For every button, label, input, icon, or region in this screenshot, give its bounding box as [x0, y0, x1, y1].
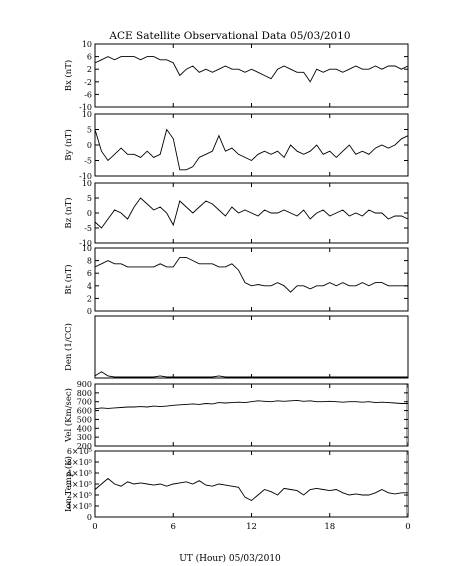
y-axis-label: Bt (nT) [63, 264, 74, 294]
series-line [94, 197, 409, 229]
x-tick-label: 6 [171, 522, 176, 532]
panel-frame [94, 43, 409, 108]
y-tick-label: 5×10⁵ [67, 458, 92, 467]
x-axis: 0 6 12 18 0 [92, 522, 410, 532]
panel-3: 10 5 0 -5 -10 Bz (nT) [63, 179, 409, 248]
panel-edge-band [406, 384, 408, 446]
y-tick-label: 500 [77, 415, 92, 424]
y-tick-label: 0 [87, 513, 92, 522]
panel-frame [94, 315, 409, 379]
x-tick-label: 0 [405, 522, 410, 532]
y-tick-label: 0 [87, 209, 92, 218]
y-tick-label: 10 [82, 179, 92, 188]
panel-2: 10 5 0 -5 -10 By (nT) [63, 110, 409, 181]
y-tick-label: 6 [87, 53, 92, 62]
series-line [94, 256, 408, 293]
y-tick-label: -10 [79, 103, 92, 112]
y-tick-label: -2 [84, 78, 92, 87]
y-tick-label: -5 [84, 157, 92, 166]
panels: 10 6 2 -2 -6 -10 Bx (nT) 10 5 0 -5 -10 By (nT) 10 5 0 -5… [63, 40, 409, 522]
y-tick-label: 800 [77, 389, 92, 398]
y-tick-label: -6 [84, 90, 92, 99]
y-tick-label: 2×10⁵ [67, 491, 92, 500]
y-axis-label: Bz (nT) [63, 197, 74, 228]
series-line [94, 399, 408, 410]
y-tick-label: 0 [87, 307, 92, 316]
y-tick-label: 2 [87, 65, 92, 74]
panel-frame [94, 247, 409, 312]
y-tick-label: 300 [77, 433, 92, 442]
y-tick-label: 5 [87, 194, 92, 203]
panel-frame [94, 383, 409, 447]
series-line [94, 477, 408, 502]
y-tick-label: 6×10⁵ [67, 447, 92, 456]
x-tick-label: 0 [92, 522, 97, 532]
y-axis-label: By (nT) [63, 129, 74, 161]
y-axis-label: Ion Temp (K) [63, 456, 74, 512]
panel-frame [94, 450, 409, 518]
y-tick-label: 400 [77, 424, 92, 433]
y-tick-label: 5 [87, 126, 92, 135]
y-tick-label: 600 [77, 407, 92, 416]
y-tick-label: 8 [87, 257, 92, 266]
y-tick-label: 0 [87, 141, 92, 150]
y-tick-label: 2 [87, 294, 92, 303]
series-line [94, 128, 409, 171]
y-axis-label: Bx (nT) [63, 60, 74, 92]
y-tick-label: 900 [77, 380, 92, 389]
y-tick-label: 200 [77, 442, 92, 451]
chart-title: ACE Satellite Observational Data 05/03/2… [108, 30, 350, 42]
y-tick-label: 3×10⁵ [67, 480, 92, 489]
y-tick-label: 10 [82, 244, 92, 253]
y-axis-label: Vel (Km/sec) [63, 388, 74, 443]
y-tick-label: -10 [79, 239, 92, 248]
x-tick-label: 12 [246, 522, 257, 532]
y-tick-label: 700 [77, 398, 92, 407]
y-tick-label: -5 [84, 224, 92, 233]
panel-frame [94, 113, 409, 177]
series-line [94, 56, 409, 83]
y-axis-label: Den (1/CC) [63, 323, 74, 371]
y-tick-label: 10 [82, 40, 92, 49]
x-tick-label: 18 [324, 522, 335, 532]
x-axis-label: UT (Hour) 05/03/2010 [179, 553, 281, 564]
series-line [94, 371, 408, 378]
y-tick-label: 4 [87, 282, 92, 291]
y-tick-label: 10 [82, 110, 92, 119]
y-tick-label: -10 [79, 172, 92, 181]
panel-1: 10 6 2 -2 -6 -10 Bx (nT) [63, 40, 409, 112]
y-tick-label: 1×10⁵ [67, 502, 92, 511]
panel-7: 6×10⁵ 5×10⁵ 4×10⁵ 3×10⁵ 2×10⁵ 1×10⁵ 0 Ion Temp … [63, 447, 409, 522]
panel-5: Den (1/CC) [63, 315, 409, 379]
panel-4: 10 8 6 4 2 0 Bt (nT) [63, 244, 409, 316]
y-tick-label: 4×10⁵ [67, 469, 92, 478]
y-tick-label: 6 [87, 269, 92, 278]
